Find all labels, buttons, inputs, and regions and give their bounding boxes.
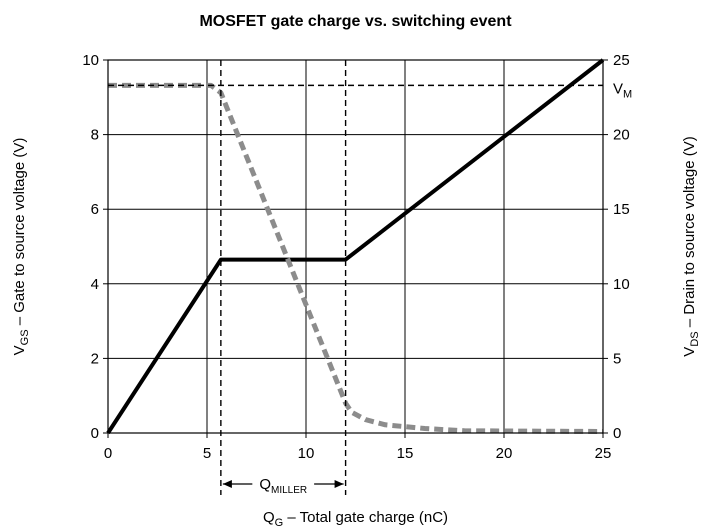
vm-label-main: V <box>613 80 623 97</box>
annotation-layer <box>108 60 603 495</box>
miller-label: QMILLER <box>259 476 307 496</box>
vgs-series-line <box>106 58 605 435</box>
chart-title: MOSFET gate charge vs. switching event <box>199 13 512 30</box>
y-axis-right-label-rest: – Drain to source voltage (V) <box>681 136 698 331</box>
y-right-tick-label: 5 <box>613 350 621 367</box>
x-axis-label-rest: – Total gate charge (nC) <box>283 509 448 526</box>
y-axis-right-label-main: V <box>681 347 698 357</box>
y-right-tick-label: 15 <box>613 201 630 218</box>
series-layer <box>106 58 605 435</box>
miller-label-main: Q <box>259 476 271 493</box>
y-left-tick-label: 10 <box>82 52 99 69</box>
miller-label-sub: MILLER <box>271 485 307 496</box>
vm-label: VM <box>613 80 632 100</box>
y-left-tick-label: 4 <box>91 276 99 293</box>
x-axis-label-main: Q <box>263 509 275 526</box>
y-left-tick-label: 0 <box>91 425 99 442</box>
x-tick-label: 0 <box>104 445 112 462</box>
y-right-tick-label: 25 <box>613 52 630 69</box>
y-right-tick-label: 20 <box>613 127 630 144</box>
y-left-tick-label: 2 <box>91 350 99 367</box>
y-right-tick-label: 10 <box>613 276 630 293</box>
grid-layer <box>108 60 603 433</box>
plot-frame <box>107 59 604 434</box>
y-axis-left-label-group: VGS – Gate to source voltage (V) <box>11 138 31 356</box>
x-tick-label: 15 <box>397 445 414 462</box>
y-left-tick-label: 6 <box>91 201 99 218</box>
x-tick-label: 5 <box>203 445 211 462</box>
y-axis-right-label-sub: DS <box>689 331 701 346</box>
x-tick-label: 10 <box>298 445 315 462</box>
vds-series-line <box>108 82 604 434</box>
y-axis-left-label-sub: GS <box>19 329 31 345</box>
y-axis-right-label: VDS – Drain to source voltage (V) <box>681 136 701 356</box>
y-axis-left-label-main: V <box>11 345 28 355</box>
y-axis-left-label-rest: – Gate to source voltage (V) <box>11 138 28 330</box>
miller-arrowhead-left <box>222 480 232 488</box>
y-right-tick-label: 0 <box>613 425 621 442</box>
x-axis-label: QG – Total gate charge (nC) <box>263 509 448 529</box>
x-axis-label-sub: G <box>275 517 284 529</box>
x-tick-label: 20 <box>496 445 513 462</box>
miller-arrowhead-right <box>334 480 344 488</box>
x-tick-label: 25 <box>595 445 612 462</box>
y-axis-right-label-group: VDS – Drain to source voltage (V) <box>681 136 701 356</box>
y-left-tick-label: 8 <box>91 127 99 144</box>
vm-label-sub: M <box>623 88 632 100</box>
y-axis-left-label: VGS – Gate to source voltage (V) <box>11 138 31 356</box>
